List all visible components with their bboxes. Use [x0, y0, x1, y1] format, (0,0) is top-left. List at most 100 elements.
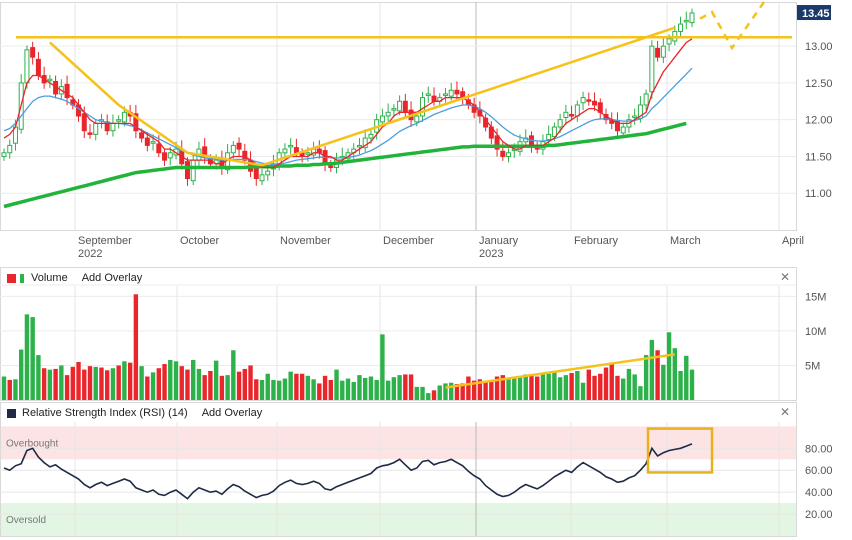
volume-bar	[277, 380, 282, 400]
price-y-tick: 12.50	[805, 78, 833, 90]
volume-title: Volume	[31, 272, 68, 284]
candle	[402, 100, 408, 113]
volume-bar	[191, 359, 196, 400]
volume-down-swatch	[7, 273, 16, 283]
volume-bar	[351, 382, 356, 400]
volume-add-overlay-button[interactable]: Add Overlay	[81, 272, 143, 284]
volume-y-tick: 10M	[805, 326, 826, 338]
rsi-y-tick: 40.00	[805, 487, 833, 499]
volume-bar	[70, 366, 75, 400]
candle	[569, 114, 575, 117]
rsi-swatch	[7, 408, 16, 418]
candle	[614, 120, 620, 132]
volume-trend-line	[445, 353, 675, 389]
ma-fast-line	[3, 38, 693, 169]
volume-bar	[145, 376, 150, 400]
volume-bar	[150, 372, 156, 400]
rsi-panel-header: Relative Strength Index (RSI) (14) Add O…	[0, 404, 262, 422]
volume-bar	[529, 375, 534, 400]
price-y-tick: 12.00	[805, 115, 833, 127]
volume-bar	[603, 367, 609, 400]
volume-bar	[282, 378, 288, 400]
candle	[144, 137, 150, 146]
candle	[385, 111, 391, 117]
volume-bar	[127, 362, 133, 400]
volume-bar	[82, 369, 87, 400]
price-panel-border	[0, 2, 797, 231]
volume-bar	[53, 368, 58, 400]
candle	[93, 122, 99, 135]
volume-bar	[397, 375, 402, 400]
volume-bar	[93, 366, 98, 400]
volume-y-tick: 15M	[805, 291, 826, 303]
volume-bar	[219, 375, 225, 400]
volume-bar	[357, 375, 362, 400]
candle	[551, 126, 557, 138]
candle	[184, 161, 190, 180]
volume-bar	[1, 376, 7, 400]
volume-bar	[494, 376, 500, 400]
volume-close-icon[interactable]: ✕	[780, 270, 791, 284]
price-y-tick: 11.00	[805, 188, 832, 200]
volume-bar	[449, 382, 454, 400]
rsi-close-icon[interactable]: ✕	[780, 405, 791, 419]
candle	[494, 135, 500, 150]
volume-bar	[105, 370, 110, 400]
candle	[500, 150, 506, 157]
volume-y-tick: 5M	[805, 360, 820, 372]
candle	[282, 148, 288, 154]
volume-bar	[592, 375, 597, 400]
candle	[30, 47, 36, 58]
candle	[87, 132, 93, 135]
candle	[288, 144, 294, 148]
candle	[678, 23, 684, 32]
volume-bar	[638, 386, 643, 400]
rsi-add-overlay-button[interactable]: Add Overlay	[201, 407, 263, 419]
rsi-highlight-box	[646, 427, 714, 474]
volume-bar	[236, 371, 242, 400]
year-label: 2023	[479, 248, 503, 260]
candle	[190, 159, 196, 182]
rsi-y-tick: 20.00	[805, 509, 833, 521]
price-x-tick: October	[180, 235, 219, 247]
volume-bar	[248, 365, 253, 400]
volume-bar	[368, 376, 374, 400]
volume-bar	[454, 384, 460, 400]
candle	[557, 119, 563, 128]
volume-bar	[24, 314, 30, 400]
volume-bar	[655, 350, 660, 400]
candle	[121, 111, 127, 123]
candle	[156, 143, 162, 154]
volume-bar	[259, 379, 265, 400]
volume-bar	[466, 376, 471, 400]
volume-bar	[196, 368, 202, 400]
rsi-y-tick: 80.00	[805, 443, 833, 455]
price-x-tick: February	[574, 235, 619, 247]
ma-slow-line	[3, 121, 687, 209]
volume-bar	[213, 360, 219, 400]
candle	[253, 168, 259, 180]
volume-bar	[420, 386, 425, 400]
volume-bar	[391, 377, 397, 400]
volume-bar	[598, 373, 603, 400]
candle	[1, 152, 7, 157]
volume-bar	[649, 339, 655, 400]
volume-bar	[684, 355, 689, 400]
volume-bar	[477, 379, 483, 400]
volume-bar	[431, 390, 437, 400]
price-x-tick: December	[383, 235, 434, 247]
candle	[24, 49, 30, 84]
candle	[660, 45, 666, 58]
volume-bar	[678, 370, 683, 400]
volume-bar	[546, 373, 551, 400]
volume-bar	[185, 369, 190, 400]
candle	[139, 132, 145, 139]
candle	[150, 141, 156, 144]
candle	[133, 113, 139, 132]
volume-bars-group	[1, 294, 695, 400]
volume-bar	[110, 368, 116, 400]
candle	[454, 89, 460, 95]
volume-bar	[162, 364, 167, 400]
volume-bar	[535, 376, 540, 400]
